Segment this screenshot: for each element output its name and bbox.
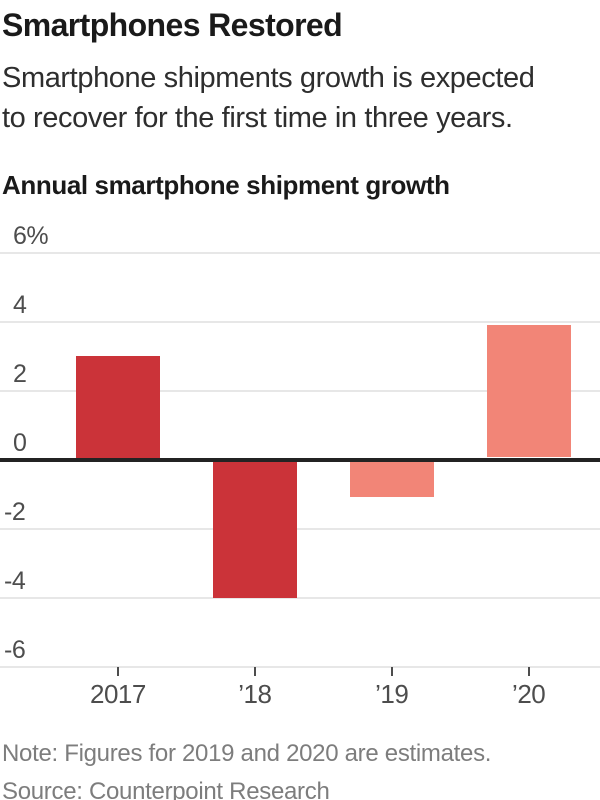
y-axis-label: 2 <box>13 359 27 388</box>
gridline <box>0 389 600 392</box>
x-axis-label: ’19 <box>375 679 409 709</box>
x-tick <box>390 667 393 676</box>
subtitle-line-2: to recover for the first time in three y… <box>2 102 513 134</box>
chart-title: Annual smartphone shipment growth <box>2 170 450 200</box>
gridline <box>0 665 600 668</box>
bar-20 <box>486 324 571 458</box>
y-axis-label: 6% <box>13 221 49 250</box>
y-axis-label: 4 <box>13 290 27 319</box>
x-axis-label: 2017 <box>90 679 146 709</box>
x-tick <box>527 667 530 676</box>
bar-19 <box>349 461 434 498</box>
gridline <box>0 320 600 323</box>
bar-18 <box>212 461 297 598</box>
subtitle: Smartphone shipments growth is expected … <box>2 58 598 138</box>
y-axis-label: -2 <box>4 497 26 526</box>
page-title: Smartphones Restored <box>2 7 343 43</box>
x-axis-label: ’18 <box>238 679 272 709</box>
x-axis-label: ’20 <box>512 679 546 709</box>
gridline <box>0 596 600 599</box>
bar-2017 <box>75 356 160 458</box>
y-axis-label: 0 <box>13 428 27 457</box>
zero-axis-line <box>0 457 600 462</box>
y-axis-label: -4 <box>4 566 26 595</box>
y-axis-label: -6 <box>4 635 26 664</box>
x-tick <box>253 667 256 676</box>
gridline <box>0 251 600 254</box>
x-tick <box>116 667 119 676</box>
plot-area: 6% 4 2 0 -2 -4 -6 2017 ’18 ’19 ’20 <box>0 223 600 709</box>
header: Smartphones Restored <box>2 7 598 43</box>
subtitle-line-1: Smartphone shipments growth is expected <box>2 62 535 94</box>
source-text: Source: Counterpoint Research <box>2 778 330 800</box>
note-text: Note: Figures for 2019 and 2020 are esti… <box>2 740 492 767</box>
gridline <box>0 527 600 530</box>
